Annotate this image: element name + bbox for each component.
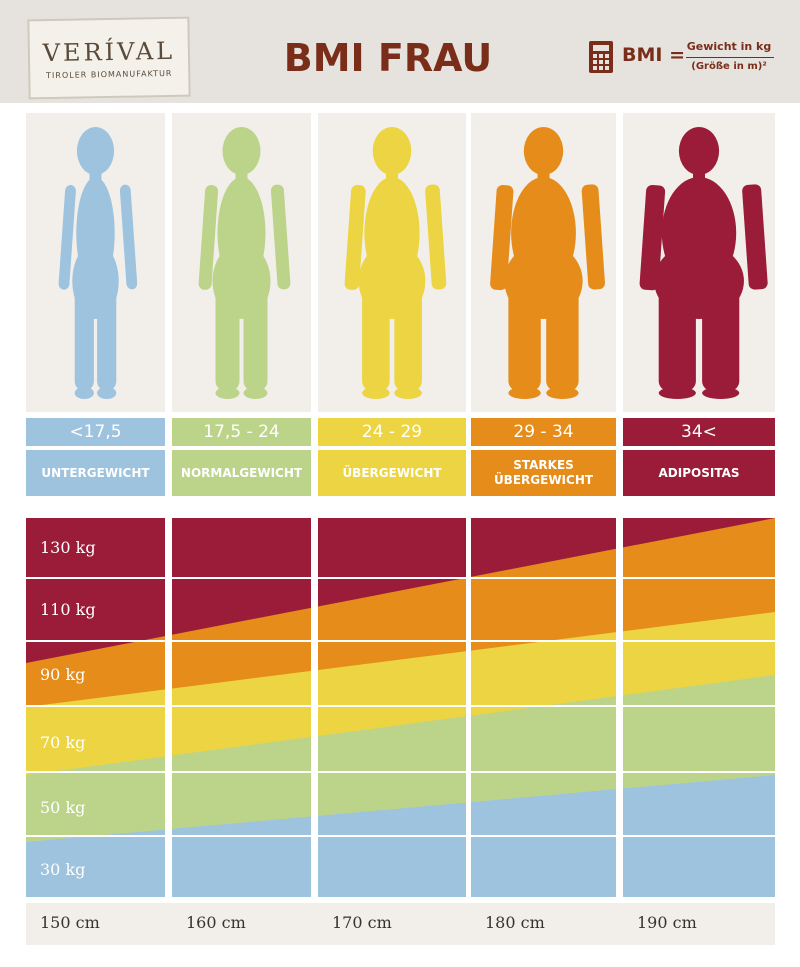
range-label: 34< xyxy=(623,418,775,446)
height-label: 170 cm xyxy=(332,913,392,932)
height-label: 190 cm xyxy=(637,913,697,932)
silhouette xyxy=(198,127,291,399)
fraction-line xyxy=(686,57,774,58)
weight-label: 130 kg xyxy=(40,538,96,557)
weight-label: 30 kg xyxy=(40,860,86,879)
range-label: 17,5 - 24 xyxy=(172,418,311,446)
silhouette xyxy=(639,127,768,399)
grid xyxy=(26,518,775,897)
silhouette xyxy=(344,127,447,399)
weight-label: 50 kg xyxy=(40,798,86,817)
formula-denominator: (Größe in m)² xyxy=(691,61,767,72)
weight-label: 90 kg xyxy=(40,665,86,684)
height-row xyxy=(26,903,775,945)
weight-label: 70 kg xyxy=(40,733,86,752)
height-label: 150 cm xyxy=(40,913,100,932)
silhouette xyxy=(490,127,605,399)
category-label: STARKES ÜBERGEWICHT xyxy=(471,450,616,496)
category-label: ADIPOSITAS xyxy=(623,450,775,496)
calculator-icon xyxy=(589,41,613,73)
range-label: 29 - 34 xyxy=(471,418,616,446)
formula-numerator: Gewicht in kg xyxy=(686,40,772,53)
range-label: <17,5 xyxy=(26,418,165,446)
range-label: 24 - 29 xyxy=(318,418,466,446)
title: BMI FRAU xyxy=(283,36,493,80)
category-label: UNTERGEWICHT xyxy=(26,450,165,496)
silhouette xyxy=(58,127,138,399)
height-label: 180 cm xyxy=(485,913,545,932)
formula-label: BMI = xyxy=(622,44,685,66)
category-label: ÜBERGEWICHT xyxy=(318,450,466,496)
weight-label: 110 kg xyxy=(40,600,96,619)
height-label: 160 cm xyxy=(186,913,246,932)
category-label: NORMALGEWICHT xyxy=(172,450,311,496)
